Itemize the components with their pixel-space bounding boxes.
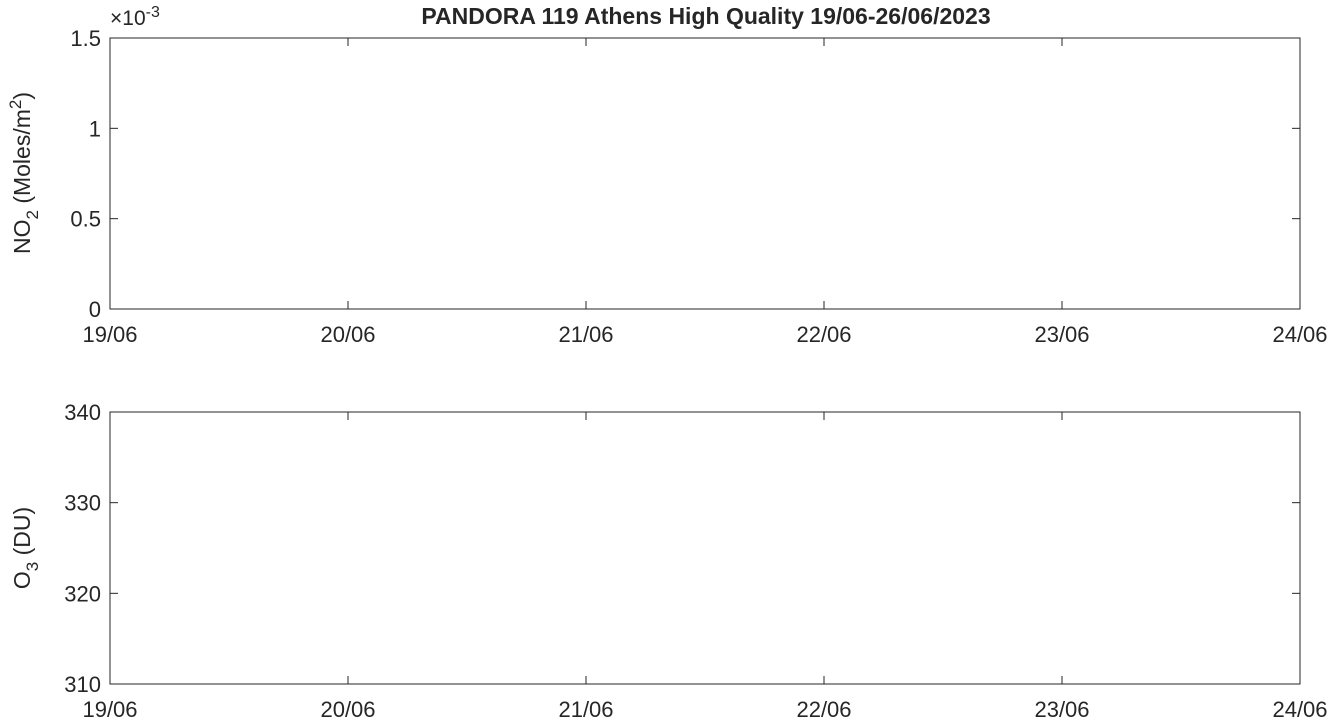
no2-x-tick-label: 20/06 xyxy=(320,322,375,347)
o3-x-tick-label: 20/06 xyxy=(320,697,375,722)
o3-x-tick-label: 21/06 xyxy=(558,697,613,722)
o3-x-tick-label: 24/06 xyxy=(1272,697,1327,722)
no2-x-tick-label: 21/06 xyxy=(558,322,613,347)
chart-title: PANDORA 119 Athens High Quality 19/06-26… xyxy=(421,3,990,29)
no2-exponent-label: ×10-3 xyxy=(110,4,160,30)
no2-y-tick-label: 1.5 xyxy=(70,26,101,51)
o3-y-tick-label: 320 xyxy=(64,581,101,606)
no2-y-tick-label: 0.5 xyxy=(70,207,101,232)
o3-y-tick-label: 340 xyxy=(64,400,101,425)
no2-x-tick-label: 22/06 xyxy=(796,322,851,347)
o3-x-tick-label: 22/06 xyxy=(796,697,851,722)
o3-x-tick-label: 23/06 xyxy=(1034,697,1089,722)
o3-y-tick-label: 310 xyxy=(64,672,101,697)
o3-axes: 19/06 20/06 21/06 22/06 23/06 24/06 310 320 330 3… xyxy=(9,400,1328,722)
no2-axes: 19/06 20/06 21/06 22/06 23/06 24/06 0 0.5 1 1.5 ×1… xyxy=(6,4,1328,347)
no2-axes-box xyxy=(109,37,1301,310)
o3-y-tick-label: 330 xyxy=(64,491,101,516)
o3-x-tick-label: 19/06 xyxy=(82,697,137,722)
o3-y-axis-label: O3 (DU) xyxy=(9,507,42,589)
no2-y-tick-label: 0 xyxy=(89,297,101,322)
no2-x-tick-label: 24/06 xyxy=(1272,322,1327,347)
no2-x-tick-label: 23/06 xyxy=(1034,322,1089,347)
no2-y-axis-label: NO2 (Moles/m2) xyxy=(6,92,42,254)
o3-axes-box xyxy=(109,411,1301,685)
no2-y-tick-label: 1 xyxy=(89,116,101,141)
no2-x-tick-label: 19/06 xyxy=(82,322,137,347)
